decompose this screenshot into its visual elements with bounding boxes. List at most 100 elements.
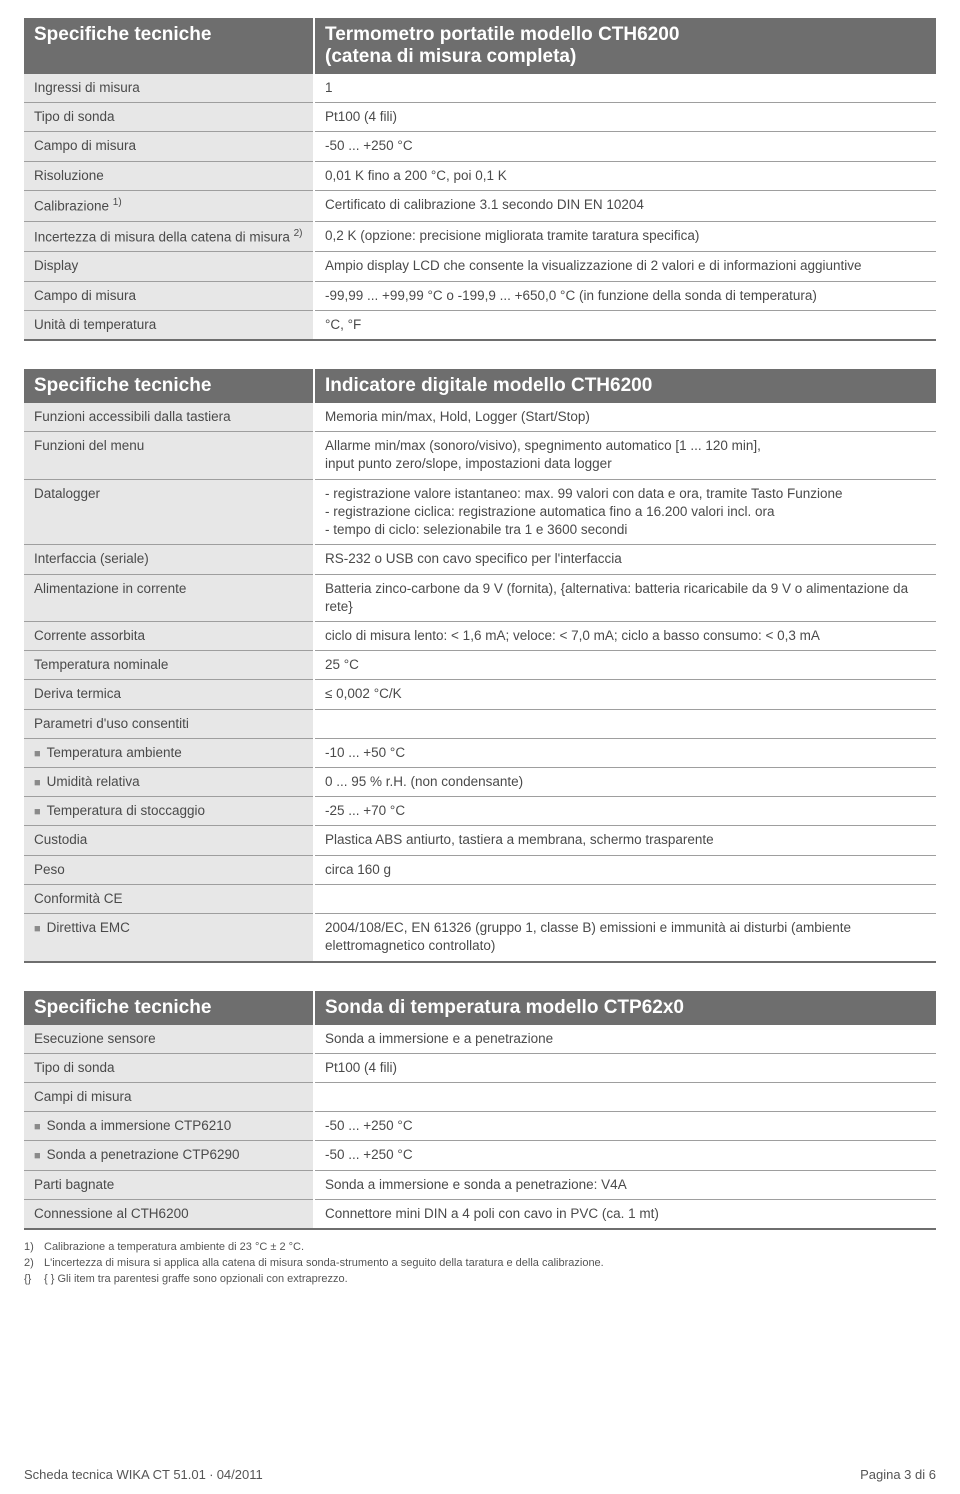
table-row: Deriva termica≤ 0,002 °C/K	[24, 680, 936, 709]
spec-value: 1	[314, 74, 936, 103]
spec-label: Funzioni accessibili dalla tastiera	[24, 403, 314, 432]
table-header-right: Sonda di temperatura modello CTP62x0	[314, 991, 936, 1025]
table-row: Datalogger- registrazione valore istanta…	[24, 479, 936, 545]
spec-label: Alimentazione in corrente	[24, 574, 314, 621]
footer-left: Scheda tecnica WIKA CT 51.01 ∙ 04/2011	[24, 1467, 263, 1482]
spec-label: Campi di misura	[24, 1083, 314, 1112]
table-row: Parti bagnateSonda a immersione e sonda …	[24, 1170, 936, 1199]
spec-label: Sonda a immersione CTP6210	[24, 1112, 314, 1141]
table-header-left: Specifiche tecniche	[24, 18, 314, 74]
footnote-line: {}{ } Gli item tra parentesi graffe sono…	[24, 1272, 936, 1287]
spec-value: -10 ... +50 °C	[314, 738, 936, 767]
spec-label: Calibrazione 1)	[24, 190, 314, 221]
spec-label: Interfaccia (seriale)	[24, 545, 314, 574]
table-row: Tipo di sondaPt100 (4 fili)	[24, 103, 936, 132]
spec-label: Temperatura di stoccaggio	[24, 797, 314, 826]
spec-value: Sonda a immersione e a penetrazione	[314, 1025, 936, 1054]
table-header-left: Specifiche tecniche	[24, 369, 314, 403]
table-row: Tipo di sondaPt100 (4 fili)	[24, 1053, 936, 1082]
spec-value: 25 °C	[314, 651, 936, 680]
spec-label: Parti bagnate	[24, 1170, 314, 1199]
footnote-marker: 1)	[113, 197, 122, 208]
table-row: Campi di misura	[24, 1083, 936, 1112]
header-right-line2: (catena di misura completa)	[325, 46, 576, 67]
table-row: Alimentazione in correnteBatteria zinco-…	[24, 574, 936, 621]
spec-value: Plastica ABS antiurto, tastiera a membra…	[314, 826, 936, 855]
table-row: Temperatura ambiente-10 ... +50 °C	[24, 738, 936, 767]
table-header-row: Specifiche tecniche Termometro portatile…	[24, 18, 936, 74]
spec-label: Tipo di sonda	[24, 103, 314, 132]
spec-value: 2004/108/EC, EN 61326 (gruppo 1, classe …	[314, 914, 936, 962]
table-row: Ingressi di misura1	[24, 74, 936, 103]
table-row: Temperatura nominale 25 °C	[24, 651, 936, 680]
spec-label: Corrente assorbita	[24, 621, 314, 650]
spec-label-text: Calibrazione	[34, 198, 113, 213]
spec-value: 0,01 K fino a 200 °C, poi 0,1 K	[314, 161, 936, 190]
spec-table-2: Specifiche tecniche Indicatore digitale …	[24, 369, 936, 963]
spec-value: -25 ... +70 °C	[314, 797, 936, 826]
spec-label: Umidità relativa	[24, 768, 314, 797]
spec-label: Risoluzione	[24, 161, 314, 190]
spec-value	[314, 1083, 936, 1112]
spec-label: Conformità CE	[24, 884, 314, 913]
table-row: Corrente assorbitaciclo di misura lento:…	[24, 621, 936, 650]
spec-value: Allarme min/max (sonoro/visivo), spegnim…	[314, 432, 936, 479]
table-row: Campo di misura-99,99 ... +99,99 °C o -1…	[24, 281, 936, 310]
spec-label: Funzioni del menu	[24, 432, 314, 479]
spec-table-3: Specifiche tecniche Sonda di temperatura…	[24, 991, 936, 1231]
table-header-left: Specifiche tecniche	[24, 991, 314, 1025]
footnotes-block: 1)Calibrazione a temperatura ambiente di…	[24, 1240, 936, 1287]
footnote-tag: 1)	[24, 1240, 44, 1255]
spec-label: Temperatura nominale	[24, 651, 314, 680]
spec-label: Peso	[24, 855, 314, 884]
spec-value: °C, °F	[314, 310, 936, 340]
header-right-line1: Termometro portatile modello CTH6200	[325, 24, 679, 45]
table-row: Parametri d'uso consentiti	[24, 709, 936, 738]
spec-value: Connettore mini DIN a 4 poli con cavo in…	[314, 1199, 936, 1229]
table-row: Sonda a immersione CTP6210-50 ... +250 °…	[24, 1112, 936, 1141]
footer-right: Pagina 3 di 6	[860, 1467, 936, 1482]
spec-label: Parametri d'uso consentiti	[24, 709, 314, 738]
spec-value: Memoria min/max, Hold, Logger (Start/Sto…	[314, 403, 936, 432]
spec-label: Connessione al CTH6200	[24, 1199, 314, 1229]
table-row: Esecuzione sensoreSonda a immersione e a…	[24, 1025, 936, 1054]
footnote-marker: 2)	[294, 228, 303, 239]
table-row: Interfaccia (seriale)RS-232 o USB con ca…	[24, 545, 936, 574]
spec-value: Certificato di calibrazione 3.1 secondo …	[314, 190, 936, 221]
spec-value: Ampio display LCD che consente la visual…	[314, 252, 936, 281]
spec-label: Display	[24, 252, 314, 281]
spec-label: Temperatura ambiente	[24, 738, 314, 767]
table-header-row: Specifiche tecniche Indicatore digitale …	[24, 369, 936, 403]
table-row: Risoluzione0,01 K fino a 200 °C, poi 0,1…	[24, 161, 936, 190]
footnote-tag: 2)	[24, 1256, 44, 1271]
table-row: Pesocirca 160 g	[24, 855, 936, 884]
table-row: Connessione al CTH6200Connettore mini DI…	[24, 1199, 936, 1229]
spec-value: ≤ 0,002 °C/K	[314, 680, 936, 709]
spec-value	[314, 884, 936, 913]
table-row: Calibrazione 1)Certificato di calibrazio…	[24, 190, 936, 221]
spec-table-1: Specifiche tecniche Termometro portatile…	[24, 18, 936, 341]
spec-value: -99,99 ... +99,99 °C o -199,9 ... +650,0…	[314, 281, 936, 310]
spec-label: Tipo di sonda	[24, 1053, 314, 1082]
spec-label: Campo di misura	[24, 281, 314, 310]
table-row: CustodiaPlastica ABS antiurto, tastiera …	[24, 826, 936, 855]
spec-label: Ingressi di misura	[24, 74, 314, 103]
spec-label: Esecuzione sensore	[24, 1025, 314, 1054]
table-row: Unità di temperatura°C, °F	[24, 310, 936, 340]
footnote-line: 2)L'incertezza di misura si applica alla…	[24, 1256, 936, 1271]
footnote-text: { } Gli item tra parentesi graffe sono o…	[44, 1273, 348, 1285]
spec-label: Datalogger	[24, 479, 314, 545]
table-row: Incertezza di misura della catena di mis…	[24, 221, 936, 252]
table-row: Direttiva EMC2004/108/EC, EN 61326 (grup…	[24, 914, 936, 962]
footnote-line: 1)Calibrazione a temperatura ambiente di…	[24, 1240, 936, 1255]
footnote-text: L'incertezza di misura si applica alla c…	[44, 1257, 604, 1269]
table-row: Conformità CE	[24, 884, 936, 913]
footnote-text: Calibrazione a temperatura ambiente di 2…	[44, 1241, 304, 1253]
table-row: DisplayAmpio display LCD che consente la…	[24, 252, 936, 281]
page-footer: Scheda tecnica WIKA CT 51.01 ∙ 04/2011 P…	[24, 1467, 936, 1482]
spec-value: 0,2 K (opzione: precisione migliorata tr…	[314, 221, 936, 252]
table-row: Campo di misura-50 ... +250 °C	[24, 132, 936, 161]
spec-label: Custodia	[24, 826, 314, 855]
spec-value: -50 ... +250 °C	[314, 1112, 936, 1141]
spec-value: - registrazione valore istantaneo: max. …	[314, 479, 936, 545]
